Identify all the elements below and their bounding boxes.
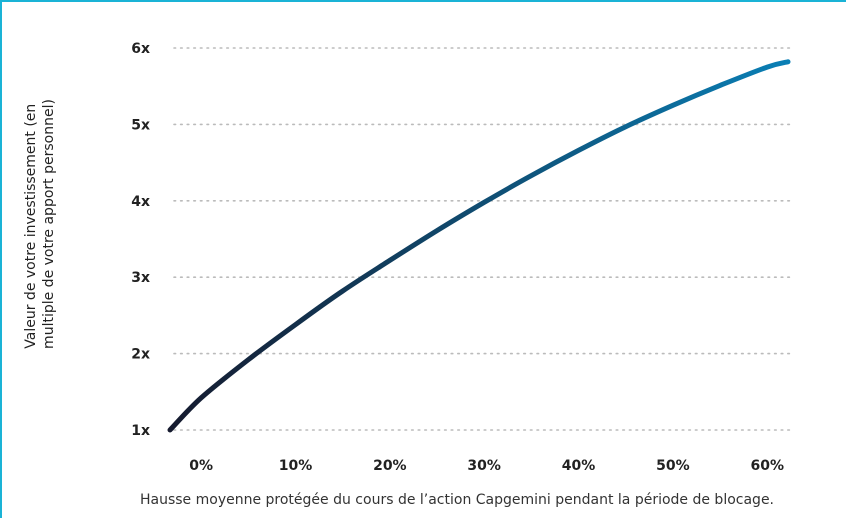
x-tick-label: 0%	[189, 458, 213, 474]
y-tick-label: 6x	[131, 41, 150, 57]
x-axis-label: Hausse moyenne protégée du cours de l’ac…	[140, 492, 774, 508]
y-tick-label: 3x	[131, 270, 150, 286]
x-tick-label: 50%	[656, 458, 690, 474]
x-tick-label: 40%	[562, 458, 596, 474]
y-tick-label: 4x	[131, 194, 150, 210]
y-tick-label: 5x	[131, 117, 150, 133]
y-tick-label: 2x	[131, 347, 150, 363]
grid-lines	[173, 47, 795, 431]
series-line	[167, 59, 791, 433]
y-axis-ticks: 1x 2x 3x 4x 5x 6x	[131, 41, 150, 439]
x-tick-label: 20%	[373, 458, 407, 474]
y-tick-label: 1x	[131, 423, 150, 439]
x-axis-ticks: 0% 10% 20% 30% 40% 50% 60%	[189, 458, 784, 474]
x-tick-label: 30%	[467, 458, 501, 474]
y-axis-label: Valeur de votre investissement (en multi…	[23, 99, 57, 349]
y-axis-label-line-1: Valeur de votre investissement (en	[23, 104, 39, 349]
x-tick-label: 60%	[750, 458, 784, 474]
x-tick-label: 10%	[279, 458, 313, 474]
y-axis-label-line-2: multiple de votre apport personnel)	[41, 99, 57, 349]
